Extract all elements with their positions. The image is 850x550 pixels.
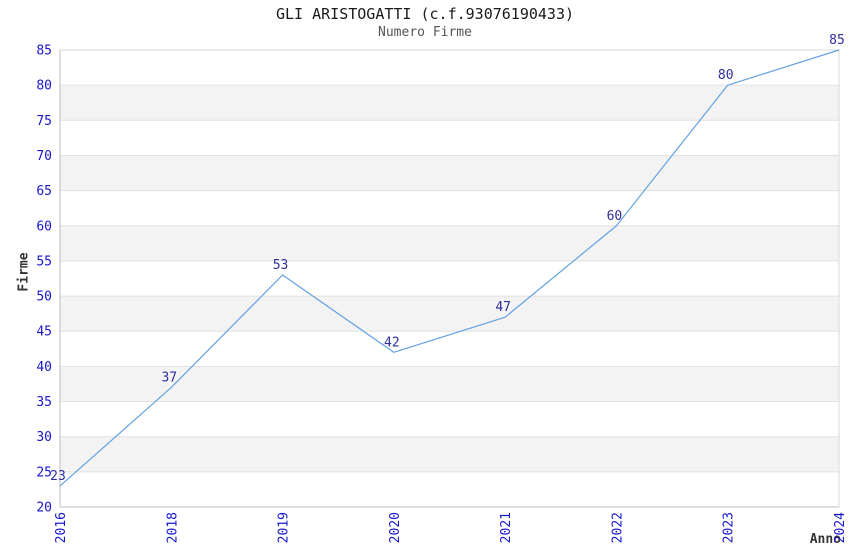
y-tick-label: 65 bbox=[36, 184, 52, 199]
data-label: 53 bbox=[273, 258, 289, 273]
plot-band bbox=[60, 120, 839, 156]
data-label: 42 bbox=[384, 335, 400, 350]
y-tick-label: 25 bbox=[36, 465, 52, 480]
y-tick-label: 40 bbox=[36, 360, 52, 375]
y-tick-label: 50 bbox=[36, 290, 52, 305]
x-tick-label: 2019 bbox=[277, 512, 292, 543]
plot-band bbox=[60, 190, 839, 226]
plot-band bbox=[60, 366, 839, 402]
x-tick-label: 2023 bbox=[722, 512, 737, 543]
data-label: 37 bbox=[161, 370, 177, 385]
x-tick-label: 2024 bbox=[833, 512, 848, 543]
x-axis-title: Anno bbox=[809, 532, 841, 547]
plot-band bbox=[60, 225, 839, 261]
plot-band bbox=[60, 471, 839, 507]
plot-band bbox=[60, 296, 839, 332]
chart-subtitle: Numero Firme bbox=[378, 25, 472, 40]
y-tick-label: 45 bbox=[36, 325, 52, 340]
data-label: 60 bbox=[607, 209, 623, 224]
x-tick-label: 2020 bbox=[388, 512, 403, 543]
plot-band bbox=[60, 155, 839, 191]
data-label: 47 bbox=[495, 300, 511, 315]
y-tick-label: 55 bbox=[36, 254, 52, 269]
y-tick-label: 75 bbox=[36, 114, 52, 129]
plot-band bbox=[60, 85, 839, 121]
y-tick-label: 35 bbox=[36, 395, 52, 410]
x-tick-label: 2022 bbox=[610, 512, 625, 543]
data-label: 85 bbox=[829, 33, 845, 48]
y-tick-label: 60 bbox=[36, 219, 52, 234]
y-tick-label: 30 bbox=[36, 430, 52, 445]
plot-band bbox=[60, 401, 839, 437]
plot-band bbox=[60, 331, 839, 367]
plot-band bbox=[60, 260, 839, 297]
x-tick-label: 2018 bbox=[165, 512, 180, 543]
data-label: 23 bbox=[50, 469, 66, 484]
y-tick-label: 85 bbox=[36, 44, 52, 59]
x-tick-label: 2021 bbox=[499, 512, 514, 543]
x-tick-label: 2016 bbox=[54, 512, 69, 543]
plot-band bbox=[60, 50, 839, 86]
y-tick-label: 80 bbox=[36, 79, 52, 94]
plot-band bbox=[60, 436, 839, 472]
y-tick-label: 70 bbox=[36, 149, 52, 164]
y-tick-label: 20 bbox=[36, 501, 52, 516]
data-label: 80 bbox=[718, 68, 734, 83]
chart-title: GLI ARISTOGATTI (c.f.93076190433) bbox=[275, 5, 574, 23]
series-line bbox=[59, 49, 840, 487]
